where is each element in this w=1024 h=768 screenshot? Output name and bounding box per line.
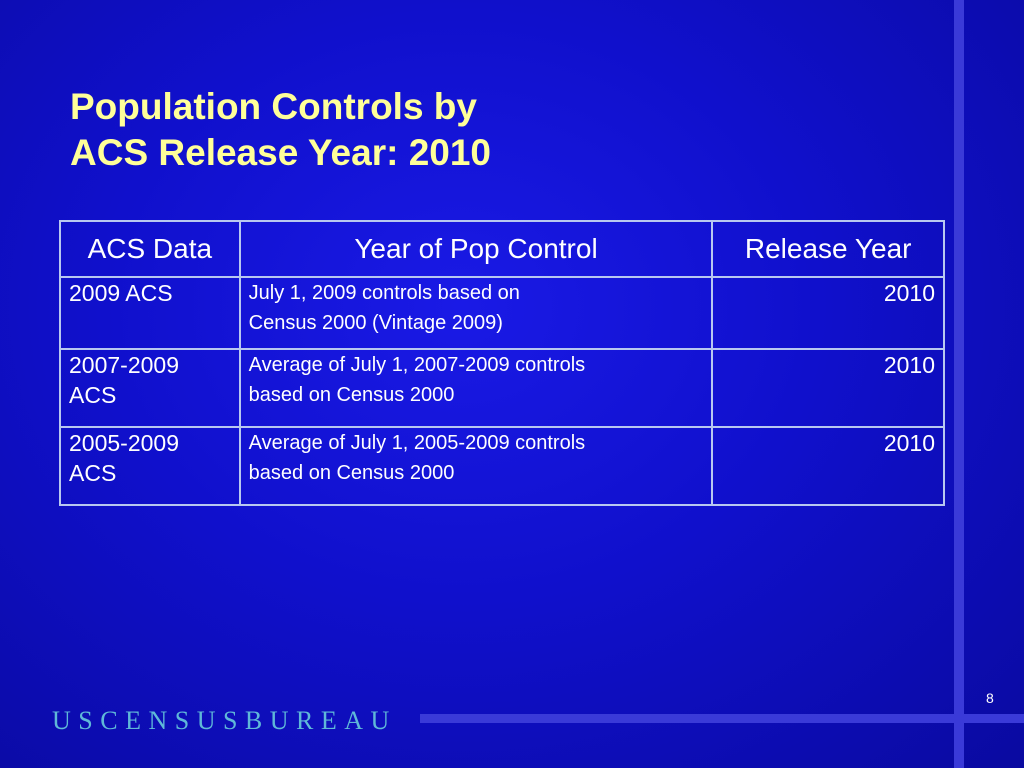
acs-data-cell: 2005-2009 ACS: [59, 426, 241, 506]
release-year-cell: 2010: [711, 276, 945, 350]
header-year-of-pop-control: Year of Pop Control: [238, 220, 714, 278]
table-header-row: ACS Data Year of Pop Control Release Yea…: [59, 220, 945, 278]
pop-control-cell: July 1, 2009 controls based on Census 20…: [238, 276, 714, 350]
pop-control-line: July 1, 2009 controls based on: [248, 282, 520, 304]
pop-control-line: Average of July 1, 2007-2009 controls: [248, 354, 586, 376]
census-bureau-logo: USCENSUSBUREAU: [52, 706, 397, 735]
slide-title-line-1: Population Controls by: [70, 86, 477, 127]
table-row: 2009 ACS July 1, 2009 controls based on …: [59, 276, 945, 350]
pop-control-line: based on Census 2000: [248, 384, 455, 406]
slide-title-line-2: ACS Release Year: 2010: [70, 132, 492, 173]
release-year-cell: 2010: [711, 426, 945, 506]
release-year-cell: 2010: [711, 348, 945, 428]
pop-control-line: based on Census 2000: [248, 462, 455, 484]
pop-control-cell: Average of July 1, 2005-2009 controls ba…: [238, 426, 714, 506]
pop-control-line: Census 2000 (Vintage 2009): [248, 312, 503, 334]
acs-data-line: 2005-2009: [69, 430, 179, 456]
vertical-accent-bar: [954, 0, 964, 768]
pop-control-line: Average of July 1, 2005-2009 controls: [248, 432, 586, 454]
table-row: 2007-2009 ACS Average of July 1, 2007-20…: [59, 348, 945, 428]
header-release-year: Release Year: [711, 220, 945, 278]
population-controls-table: ACS Data Year of Pop Control Release Yea…: [59, 220, 945, 506]
acs-data-line: ACS: [69, 460, 117, 486]
acs-data-cell: 2009 ACS: [59, 276, 241, 350]
slide-title: Population Controls by ACS Release Year:…: [70, 84, 491, 176]
acs-data-line: 2007-2009: [69, 352, 179, 378]
pop-control-cell: Average of July 1, 2007-2009 controls ba…: [238, 348, 714, 428]
page-number: 8: [986, 690, 994, 706]
table-row: 2005-2009 ACS Average of July 1, 2005-20…: [59, 426, 945, 506]
horizontal-accent-bar: [420, 714, 1024, 723]
acs-data-cell: 2007-2009 ACS: [59, 348, 241, 428]
header-acs-data: ACS Data: [59, 220, 241, 278]
acs-data-line: ACS: [69, 382, 117, 408]
